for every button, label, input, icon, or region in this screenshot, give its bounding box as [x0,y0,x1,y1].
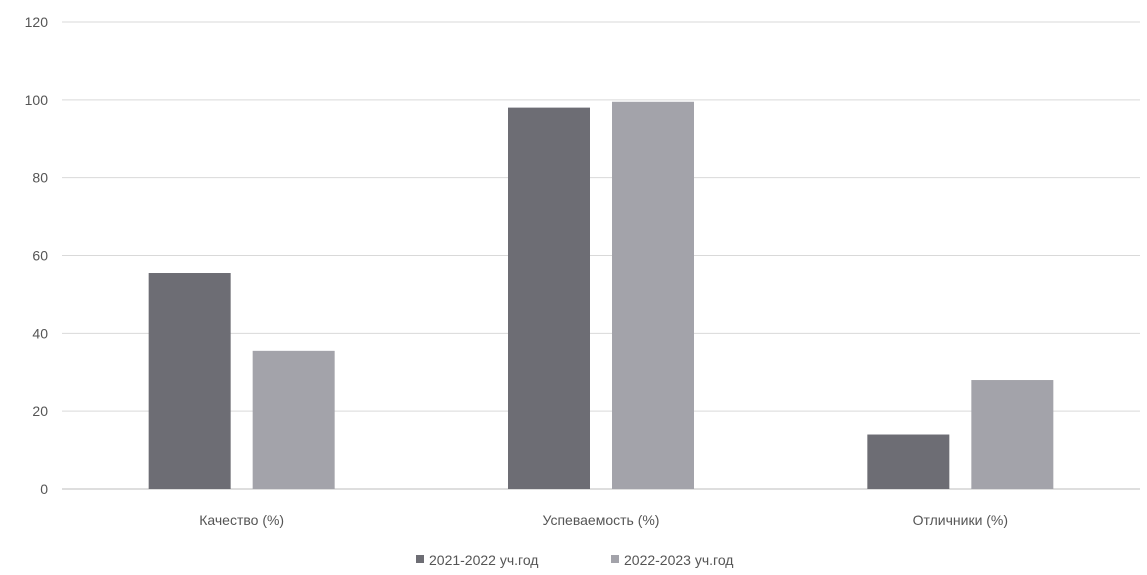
bar-1-1 [148,273,231,489]
bars [148,101,1054,489]
x-category-label: Успеваемость (%) [543,512,660,528]
legend-swatch [416,555,424,563]
y-tick-label: 60 [32,248,48,264]
bar-1-3 [867,434,950,489]
gridlines [62,21,1140,490]
y-axis-ticks: 0 20 40 60 80 100 120 [25,14,49,497]
legend: 2021-2022 уч.год 2022-2023 уч.год [416,552,733,568]
legend-label: 2021-2022 уч.год [429,552,538,568]
y-tick-label: 120 [25,14,49,30]
x-category-label: Качество (%) [199,512,284,528]
bar-2-3 [971,380,1054,489]
y-tick-label: 0 [40,481,48,497]
x-category-label: Отличники (%) [913,512,1008,528]
x-axis-categories: Качество (%) Успеваемость (%) Отличники (%… [199,512,1008,528]
y-tick-label: 20 [32,403,48,419]
y-tick-label: 100 [25,92,49,108]
legend-label: 2022-2023 уч.год [624,552,733,568]
bar-2-1 [252,350,335,489]
legend-swatch [611,555,619,563]
y-tick-label: 40 [32,325,48,341]
bar-1-2 [508,107,590,489]
bar-2-2 [612,101,694,489]
y-tick-label: 80 [32,170,48,186]
